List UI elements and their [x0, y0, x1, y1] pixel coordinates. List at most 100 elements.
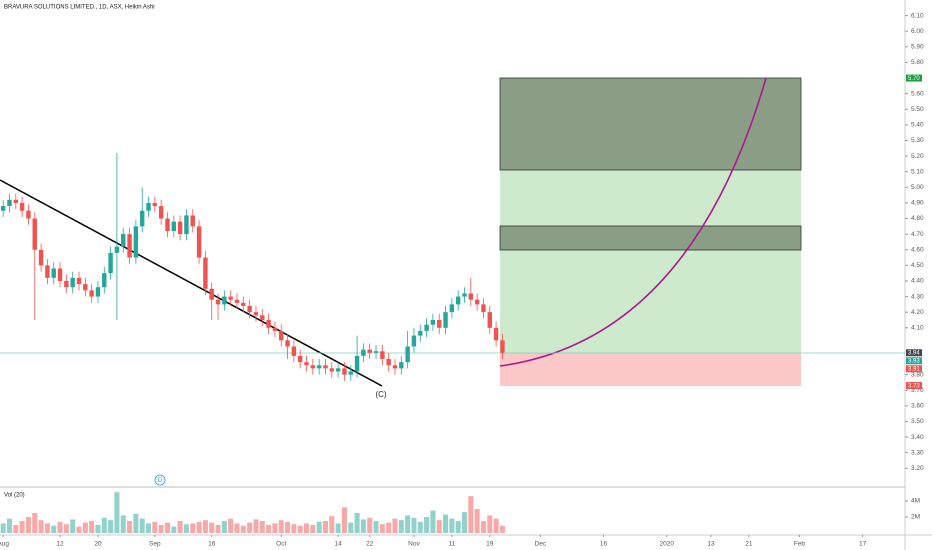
- candle-body: [196, 226, 202, 258]
- price-tag: [906, 365, 922, 373]
- candle-body: [76, 277, 82, 285]
- volume-bar: [329, 516, 335, 533]
- price-tag-label: 5.70: [908, 76, 920, 82]
- volume-bar: [285, 521, 291, 533]
- trend-line: [0, 179, 383, 387]
- volume-bar: [367, 517, 373, 533]
- candle-body: [373, 351, 379, 353]
- volume-bar: [171, 526, 177, 533]
- candle-body: [474, 299, 480, 305]
- target-box: [499, 225, 802, 251]
- candle-body: [121, 234, 126, 247]
- x-tick-label: Feb: [794, 541, 806, 548]
- candle-body: [291, 346, 297, 356]
- volume-bar: [202, 520, 208, 533]
- candle-body: [392, 365, 398, 369]
- volume-bar: [183, 524, 189, 533]
- candle-body: [234, 299, 240, 303]
- y-tick-label: 4.90: [911, 200, 924, 207]
- y-tick-label: 6.00: [911, 28, 924, 35]
- candle-body: [310, 365, 316, 369]
- candle-body: [209, 288, 214, 300]
- candle-body: [279, 330, 284, 341]
- candle-body: [57, 268, 63, 281]
- candle-body: [266, 319, 271, 328]
- y-tick-label: 4.70: [911, 231, 924, 238]
- candle-body: [171, 221, 177, 232]
- volume-bar: [354, 513, 360, 533]
- x-tick-label: 20: [94, 541, 102, 548]
- volume-bar: [449, 518, 455, 533]
- x-tick-label: 2020: [660, 541, 675, 548]
- candle-body: [430, 319, 436, 325]
- volume-bar: [360, 519, 366, 533]
- price-tag: [906, 382, 922, 390]
- chart-title: BRAVURA SOLUTIONS LIMITED., 1D, ASX, Hei…: [4, 5, 155, 11]
- candle-body: [26, 210, 31, 219]
- event-label[interactable]: D: [158, 478, 163, 484]
- volume-bar: [133, 513, 139, 533]
- candle-body: [285, 340, 290, 347]
- volume-bar: [228, 518, 234, 533]
- volume-bar: [152, 521, 158, 533]
- candle-body: [367, 349, 372, 353]
- y-tick-label: 3.70: [911, 387, 924, 394]
- volume-bar: [95, 525, 101, 533]
- volume-bar: [417, 521, 423, 533]
- volume-bar: [436, 520, 442, 533]
- candle-body: [342, 368, 347, 375]
- candle-body: [184, 215, 189, 235]
- volume-bar: [373, 521, 379, 533]
- candle-body: [424, 324, 429, 331]
- volume-bar: [158, 525, 164, 533]
- x-tick-label: 14: [334, 541, 342, 548]
- volume-bar: [303, 523, 310, 533]
- x-tick-label: 12: [56, 541, 64, 548]
- volume-bar: [272, 523, 278, 533]
- x-tick-label: 16: [600, 541, 608, 548]
- candle-body: [146, 202, 151, 211]
- y-tick-label: 5.90: [911, 44, 924, 51]
- candle-body: [323, 365, 328, 369]
- volume-bar: [70, 519, 76, 533]
- candle-body: [335, 368, 341, 372]
- event-icon[interactable]: [154, 474, 166, 486]
- y-tick-label: 4.80: [911, 215, 924, 222]
- volume-bar: [6, 518, 13, 533]
- candle-body: [500, 340, 505, 353]
- y-tick-label: 3.20: [911, 465, 924, 472]
- candle-body: [152, 202, 158, 207]
- volume-bar: [164, 522, 171, 533]
- volume-bar: [398, 520, 404, 533]
- volume-bar: [278, 520, 284, 533]
- candle-body: [297, 355, 303, 363]
- candle-body: [247, 305, 252, 313]
- profit-zone: [500, 170, 801, 353]
- candle-body: [487, 312, 492, 328]
- x-tick-label: 11: [448, 541, 455, 548]
- y-tick-label: 5.30: [911, 137, 924, 144]
- volume-bar: [461, 512, 468, 533]
- candle-body: [203, 257, 208, 289]
- candle-body: [13, 199, 19, 203]
- candle-body: [64, 280, 69, 288]
- volume-bar: [44, 523, 50, 533]
- price-tag-label: 3.94: [908, 351, 920, 357]
- volume-bar: [38, 520, 44, 533]
- y-tick-label: 5.60: [911, 90, 924, 97]
- candle-body: [32, 218, 37, 250]
- volume-bar: [341, 507, 347, 533]
- volume-bar: [335, 523, 341, 533]
- target-box: [499, 77, 802, 171]
- x-tick-label: 22: [366, 541, 374, 548]
- candle-body: [158, 206, 164, 219]
- volume-bar: [89, 521, 95, 533]
- volume-bar: [487, 515, 493, 533]
- candle-body: [329, 368, 335, 372]
- candle-body: [127, 234, 132, 258]
- y-tick-label: 3.40: [911, 434, 924, 441]
- candle-body: [418, 330, 423, 336]
- candle-body: [89, 290, 94, 297]
- candle-body: [114, 246, 120, 253]
- y-tick-label: 6.10: [911, 12, 924, 19]
